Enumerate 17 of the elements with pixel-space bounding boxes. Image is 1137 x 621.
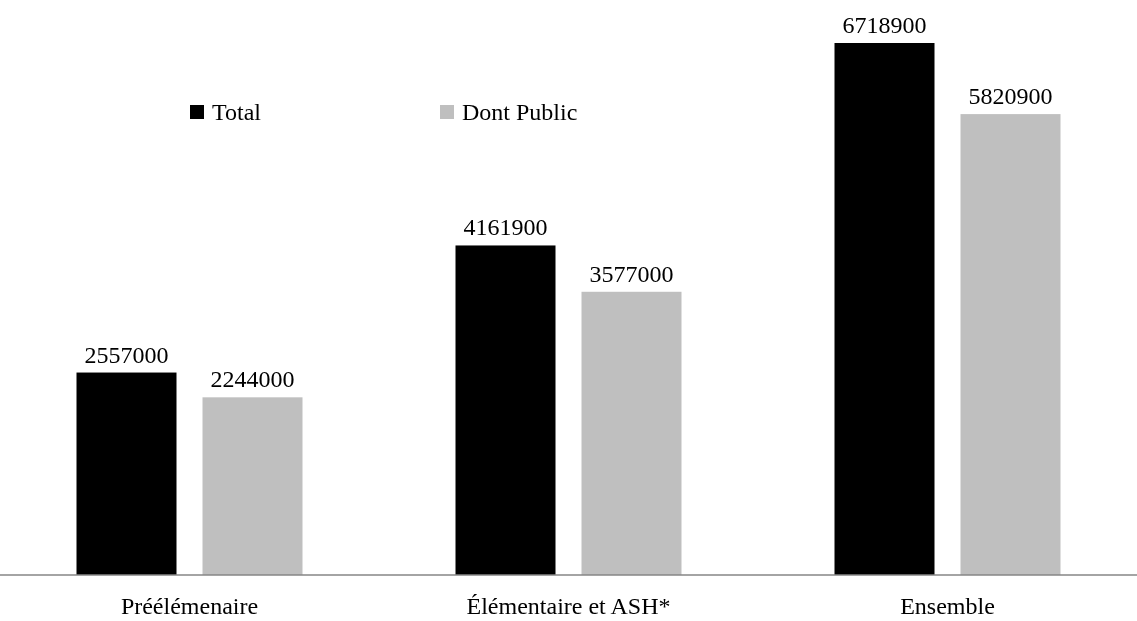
- legend-label: Dont Public: [462, 99, 578, 125]
- data-label: 4161900: [463, 214, 548, 241]
- data-label: 6718900: [842, 12, 927, 38]
- legend-label: Total: [212, 99, 262, 125]
- bar: [960, 114, 1061, 575]
- bar: [455, 245, 556, 575]
- bar: [581, 291, 682, 575]
- data-label: 3577000: [589, 260, 674, 287]
- x-tick-label: Élémentaire et ASH*: [466, 593, 671, 619]
- x-tick-label: Ensemble: [900, 593, 995, 619]
- data-label: 2244000: [210, 366, 295, 393]
- bar: [834, 43, 935, 575]
- data-label: 2557000: [84, 341, 169, 368]
- bar: [202, 397, 303, 575]
- data-label: 5820900: [968, 83, 1053, 110]
- x-tick-label: Préélémenaire: [120, 593, 259, 619]
- bar: [76, 372, 177, 575]
